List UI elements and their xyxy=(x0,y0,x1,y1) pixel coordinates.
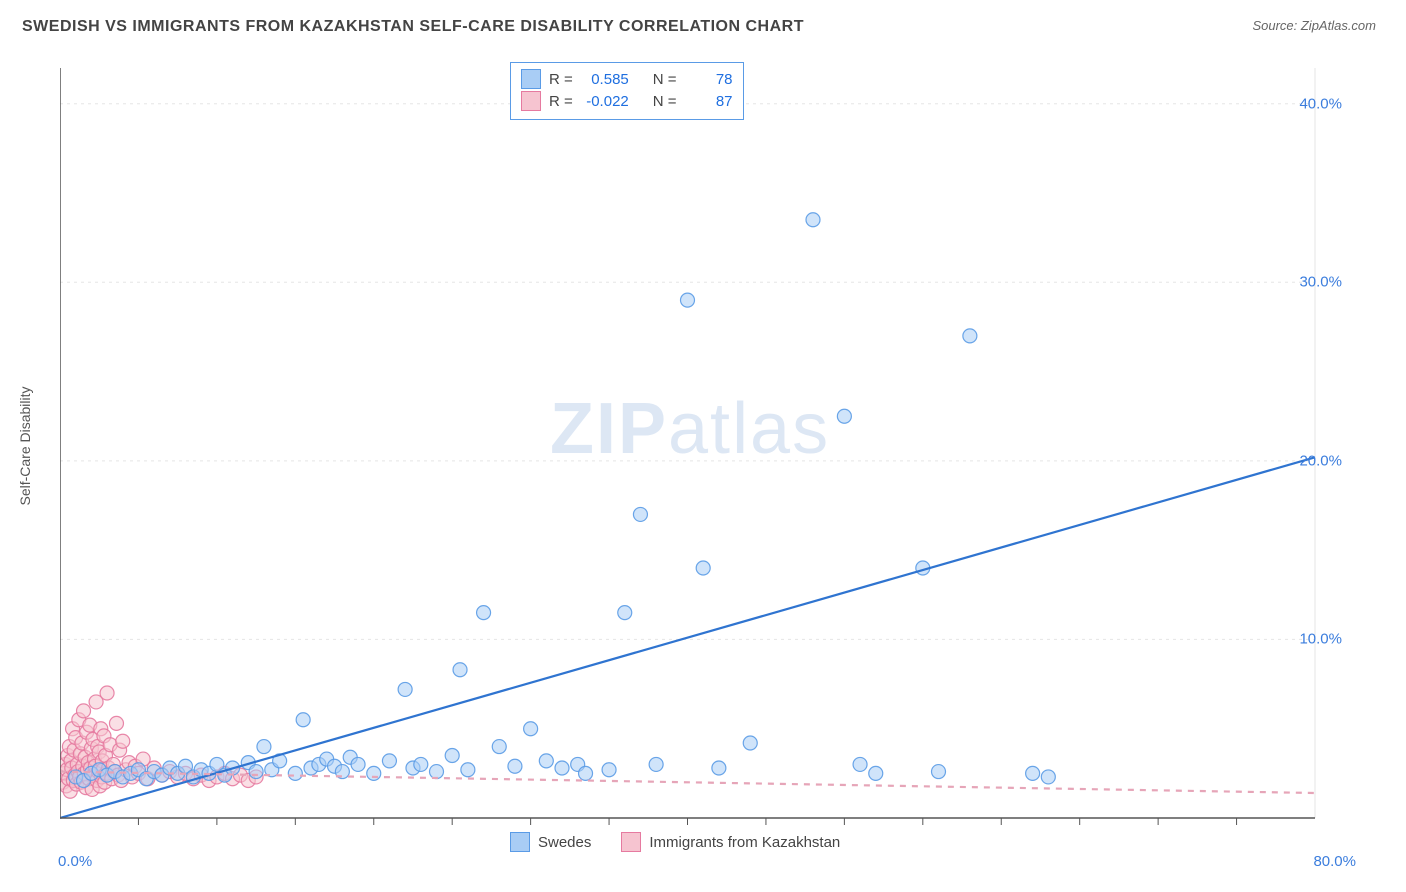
source-prefix: Source: xyxy=(1252,18,1300,33)
legend-swatch-swedes xyxy=(521,69,541,89)
x-axis-origin-label: 0.0% xyxy=(58,853,92,870)
y-tick-label: 10.0% xyxy=(1299,631,1342,648)
legend-swatch-kazakhstan xyxy=(521,91,541,111)
legend-item-swedes: Swedes xyxy=(510,832,591,852)
legend-item-kazakhstan: Immigrants from Kazakhstan xyxy=(621,832,840,852)
plot-area: ZIPatlas R = 0.585 N = 78 R = -0.022 N =… xyxy=(60,58,1350,848)
legend-n-value-kazakhstan: 87 xyxy=(685,93,733,110)
legend-n-label: N = xyxy=(653,71,677,88)
legend-r-value-kazakhstan: -0.022 xyxy=(581,93,629,110)
chart-title: SWEDISH VS IMMIGRANTS FROM KAZAKHSTAN SE… xyxy=(22,18,804,36)
legend-row-swedes: R = 0.585 N = 78 xyxy=(521,69,733,89)
y-axis-label: Self-Care Disability xyxy=(17,386,33,505)
legend-row-kazakhstan: R = -0.022 N = 87 xyxy=(521,91,733,111)
legend-n-value-swedes: 78 xyxy=(685,71,733,88)
x-axis-end-label: 80.0% xyxy=(1313,853,1356,870)
legend-r-value-swedes: 0.585 xyxy=(581,71,629,88)
legend-series-box: Swedes Immigrants from Kazakhstan xyxy=(510,832,840,852)
y-tick-label: 40.0% xyxy=(1299,95,1342,112)
legend-correlation-box: R = 0.585 N = 78 R = -0.022 N = 87 xyxy=(510,62,744,120)
y-tick-label: 30.0% xyxy=(1299,274,1342,291)
legend-swatch-kazakhstan xyxy=(621,832,641,852)
legend-r-label: R = xyxy=(549,93,573,110)
legend-label-swedes: Swedes xyxy=(538,834,591,851)
legend-r-label: R = xyxy=(549,71,573,88)
legend-label-kazakhstan: Immigrants from Kazakhstan xyxy=(649,834,840,851)
legend-swatch-swedes xyxy=(510,832,530,852)
source-attribution: Source: ZipAtlas.com xyxy=(1252,18,1376,33)
legend-n-label: N = xyxy=(653,93,677,110)
scatter-plot-svg xyxy=(60,58,1350,878)
source-name: ZipAtlas.com xyxy=(1301,18,1376,33)
y-tick-label: 20.0% xyxy=(1299,452,1342,469)
